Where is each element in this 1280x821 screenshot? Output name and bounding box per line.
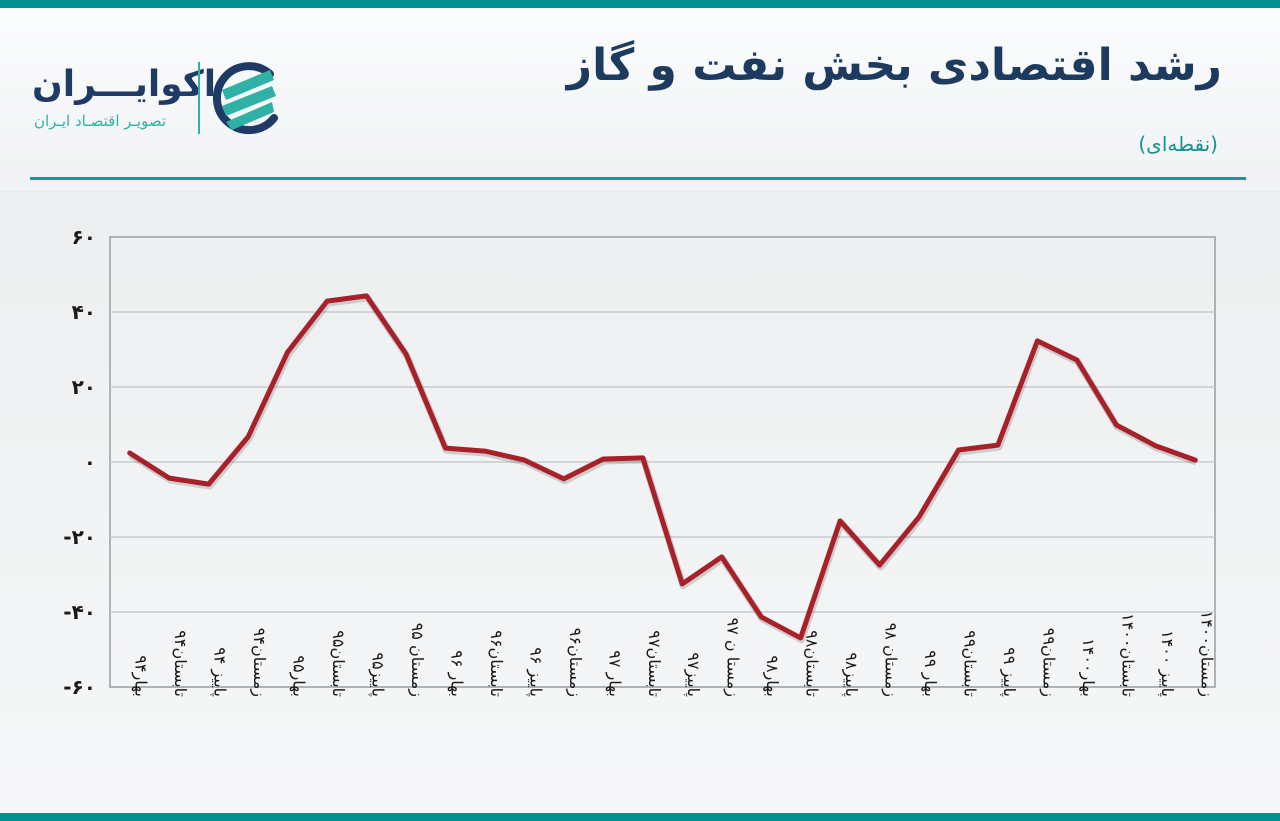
y-tick-label: -۶۰ (63, 675, 96, 699)
x-tick-label: تابستان۹۷ (645, 630, 664, 697)
logo: اکوایـــران تصویـر اقتصـاد ایـران (30, 56, 290, 141)
x-tick-label: پاییز ۱۴۰۰ (1157, 630, 1177, 697)
logo-separator (198, 62, 200, 134)
y-tick-label: ۴۰ (72, 300, 96, 324)
header-divider (30, 177, 1246, 180)
bottom-accent-bar (0, 813, 1280, 821)
x-tick-label: زمستان۹۶ (565, 628, 585, 697)
x-tick-label: تابستان۹۵ (329, 630, 348, 697)
x-tick-label: زمستان۹۹ (1038, 628, 1058, 697)
x-tick-label: بهار۹۵ (289, 655, 309, 697)
logo-name: اکوایـــران (32, 64, 217, 105)
x-tick-label: پاییز ۹۴ (210, 647, 230, 697)
x-tick-label: پاییز۹۷ (683, 652, 703, 697)
y-tick-label: ۰ (84, 450, 96, 474)
x-tick-label: بهار ۹۹ (920, 650, 940, 697)
page-subtitle: (نقطه‌ای) (1138, 132, 1218, 156)
x-tick-label: پاییز ۹۹ (999, 647, 1019, 697)
x-tick-label: بهار ۹۷ (604, 650, 624, 697)
x-tick-label: تابستان۹۶ (487, 630, 506, 697)
series-line (127, 293, 1198, 641)
y-tick-label: -۴۰ (63, 600, 96, 624)
x-tick-label: تابستان۹۴ (171, 630, 190, 697)
x-tick-label: زمستان ۹۵ (407, 623, 427, 697)
x-tick-label: بهار ۹۶ (446, 650, 466, 697)
chart-area (0, 190, 1280, 813)
y-tick-label: ۶۰ (72, 225, 96, 249)
x-tick-label: بهار۹۸ (762, 655, 782, 697)
x-tick-label: بهار۹۴ (131, 655, 151, 697)
x-tick-label: زمستان۹۴ (249, 628, 269, 697)
x-tick-label: پاییز۹۵ (368, 652, 388, 697)
header: رشد اقتصادی بخش نفت و گاز (نقطه‌ای) اکوا… (0, 8, 1280, 188)
top-accent-bar (0, 0, 1280, 8)
x-tick-label: تابستان۹۸ (803, 630, 822, 697)
x-tick-label: تابستان۱۴۰۰ (1118, 613, 1137, 697)
x-tick-label: زمستا ن ۹۷ (723, 618, 743, 697)
y-tick-label: ۲۰ (72, 375, 96, 399)
x-tick-label: پاییز۹۸ (841, 652, 861, 697)
x-tick-label: بهار۱۴۰۰ (1078, 638, 1098, 697)
x-tick-label: تابستان۹۹ (960, 630, 979, 697)
x-tick-label: زمستان ۹۸ (881, 623, 901, 697)
y-tick-label: -۲۰ (63, 525, 96, 549)
x-tick-label: زمستان۱۴۰۰ (1196, 611, 1216, 697)
ecoiran-logo-icon (212, 62, 278, 135)
x-tick-label: پاییز ۹۶ (525, 647, 545, 697)
page-title: رشد اقتصادی بخش نفت و گاز (566, 40, 1222, 91)
logo-tagline: تصویـر اقتصـاد ایـران (34, 112, 167, 130)
